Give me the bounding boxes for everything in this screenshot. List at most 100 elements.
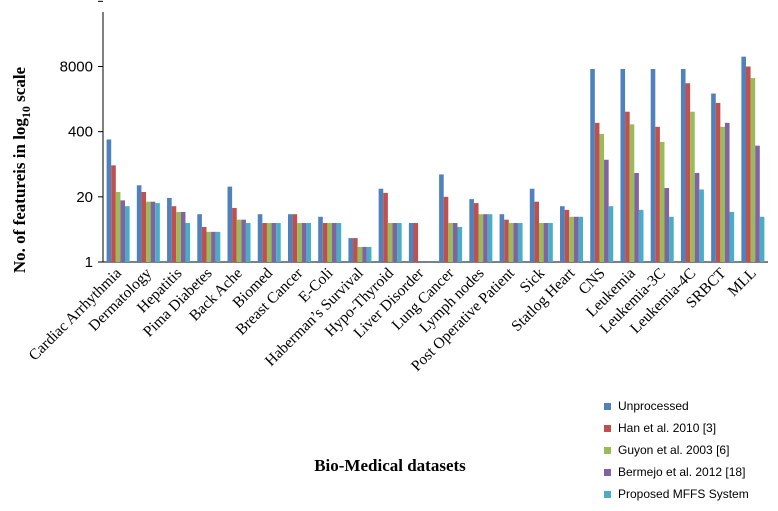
bar — [236, 219, 242, 262]
bar — [318, 216, 323, 262]
bar — [594, 122, 600, 262]
bar — [167, 197, 172, 262]
y-axis-title-main: No. of featureis in log — [10, 118, 29, 274]
legend-swatch — [604, 424, 611, 432]
bar — [185, 223, 191, 262]
bar — [357, 246, 363, 262]
bar — [452, 223, 458, 262]
bar — [155, 203, 160, 262]
bar — [383, 192, 388, 262]
bar — [206, 231, 212, 262]
bar — [387, 223, 393, 262]
bar — [245, 223, 251, 262]
legend-item: Proposed MFFS System — [604, 483, 749, 505]
bar — [504, 219, 509, 262]
bar — [115, 191, 121, 262]
bar — [608, 206, 614, 262]
y-tick-label: 20 — [76, 189, 93, 206]
bar — [729, 211, 735, 262]
legend-label: Han et al. 2010 [3] — [618, 421, 717, 435]
bar — [327, 223, 332, 262]
bar — [629, 124, 635, 262]
bar — [634, 172, 639, 262]
bar — [120, 200, 126, 262]
bar — [257, 214, 263, 262]
bar — [322, 223, 328, 262]
bar — [483, 214, 488, 262]
bar — [150, 201, 156, 262]
bar — [348, 238, 354, 262]
bar — [469, 199, 474, 262]
bar — [669, 216, 674, 262]
legend-swatch — [604, 402, 611, 410]
legend: Unprocessed Han et al. 2010 [3] Guyon et a… — [604, 395, 749, 505]
bar — [397, 223, 402, 262]
bar — [564, 209, 570, 262]
category-label: MLL — [725, 265, 760, 300]
bar — [125, 206, 130, 262]
bar — [439, 174, 444, 262]
bar — [378, 188, 384, 262]
bar — [680, 69, 686, 262]
bar — [650, 69, 656, 262]
bar — [353, 238, 358, 262]
x-axis-title: Bio-Medical datasets — [314, 456, 466, 475]
bar — [366, 246, 372, 262]
bar — [715, 102, 721, 262]
bar — [141, 191, 147, 262]
bar — [332, 223, 337, 262]
legend-label: Proposed MFFS System — [618, 487, 749, 501]
bar — [473, 203, 479, 262]
bar — [227, 186, 233, 262]
bar — [392, 223, 398, 262]
bar — [573, 216, 579, 262]
bar — [197, 214, 202, 262]
bar — [262, 223, 267, 262]
bar — [724, 122, 730, 262]
bar — [413, 223, 419, 262]
bar — [201, 226, 207, 262]
y-ticks: 1 20 400 8000 — [60, 0, 103, 271]
bar — [176, 211, 181, 262]
bar — [711, 93, 716, 262]
bar — [136, 185, 142, 262]
bar — [478, 214, 484, 262]
bar — [741, 56, 746, 263]
bar — [287, 214, 293, 262]
bar — [529, 188, 535, 262]
bar — [232, 207, 237, 262]
bar — [146, 201, 151, 262]
bar — [297, 223, 302, 262]
bar — [560, 206, 565, 262]
legend-label: Bermejo et al. 2012 [18] — [618, 465, 746, 479]
bar — [638, 209, 644, 262]
y-tick-label: 8000 — [60, 59, 93, 76]
bar — [539, 223, 544, 262]
legend-label: Unprocessed — [618, 399, 689, 413]
bar — [457, 226, 463, 262]
bar — [362, 246, 367, 262]
bar — [625, 111, 630, 262]
bar — [745, 66, 751, 262]
y-axis-title-sub: 10 — [19, 106, 33, 118]
category-labels: Cardiac ArrhythmiaDermatologyHepatitisPi… — [26, 264, 760, 375]
bar — [685, 83, 691, 263]
bars — [106, 56, 765, 263]
bar — [659, 141, 665, 262]
bar — [759, 216, 765, 262]
bar — [620, 69, 626, 262]
bar — [690, 111, 695, 262]
bar — [487, 214, 493, 262]
y-tick-label: 400 — [68, 124, 93, 141]
legend-item: Guyon et al. 2003 [6] — [604, 439, 749, 461]
bar — [750, 78, 756, 262]
bar — [578, 216, 584, 262]
bar — [655, 126, 660, 262]
bar — [699, 189, 704, 262]
bar — [604, 159, 609, 262]
legend-item: Unprocessed — [604, 395, 749, 417]
legend-swatch — [604, 468, 611, 476]
bar — [720, 126, 725, 262]
bar — [590, 69, 595, 262]
